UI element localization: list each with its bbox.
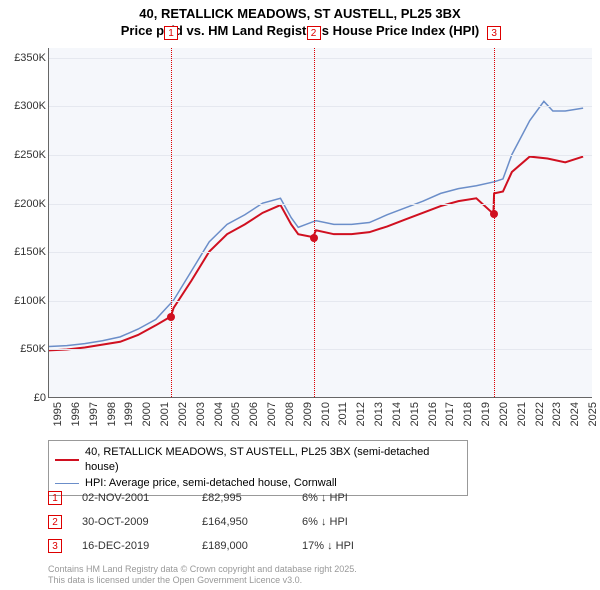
xtick-label: 2006 xyxy=(248,402,260,426)
xtick-label: 2024 xyxy=(569,402,581,426)
sale-date: 02-NOV-2001 xyxy=(82,492,182,504)
sales-row: 1 02-NOV-2001 £82,995 6% ↓ HPI xyxy=(48,486,382,510)
ytick-label: £350K xyxy=(14,52,46,64)
legend-swatch-hpi xyxy=(55,483,79,484)
sale-delta: 17% ↓ HPI xyxy=(302,540,382,552)
attribution-line-1: Contains HM Land Registry data © Crown c… xyxy=(48,564,357,575)
xtick-label: 2002 xyxy=(177,402,189,426)
series-property xyxy=(49,157,583,351)
ytick-label: £250K xyxy=(14,149,46,161)
ytick-label: £0 xyxy=(34,392,46,404)
xtick-label: 1997 xyxy=(88,402,100,426)
sale-marker-badge: 1 xyxy=(164,26,178,40)
xtick-label: 2022 xyxy=(534,402,546,426)
sales-row: 2 30-OCT-2009 £164,950 6% ↓ HPI xyxy=(48,510,382,534)
sale-marker-badge: 2 xyxy=(307,26,321,40)
sale-dot xyxy=(310,234,318,242)
xtick-label: 2018 xyxy=(462,402,474,426)
sale-dot xyxy=(167,313,175,321)
gridline xyxy=(49,155,592,156)
line-svg xyxy=(49,48,592,397)
gridline xyxy=(49,301,592,302)
title-line-2: Price paid vs. HM Land Registry's House … xyxy=(0,23,600,40)
ytick-label: £150K xyxy=(14,246,46,258)
xtick-label: 2020 xyxy=(498,402,510,426)
ytick-label: £50K xyxy=(20,343,46,355)
sale-marker-line xyxy=(494,48,495,397)
xtick-label: 1998 xyxy=(106,402,118,426)
xtick-label: 2007 xyxy=(266,402,278,426)
xtick-label: 1999 xyxy=(123,402,135,426)
xtick-label: 2001 xyxy=(159,402,171,426)
sale-marker-line xyxy=(314,48,315,397)
xtick-label: 1995 xyxy=(52,402,64,426)
xtick-label: 2013 xyxy=(373,402,385,426)
attribution: Contains HM Land Registry data © Crown c… xyxy=(48,564,357,587)
sale-marker-line xyxy=(171,48,172,397)
series-hpi xyxy=(49,101,583,346)
xtick-label: 2023 xyxy=(551,402,563,426)
xtick-label: 2008 xyxy=(284,402,296,426)
gridline xyxy=(49,58,592,59)
xtick-label: 2005 xyxy=(230,402,242,426)
sale-date: 16-DEC-2019 xyxy=(82,540,182,552)
sale-date: 30-OCT-2009 xyxy=(82,516,182,528)
xtick-label: 2021 xyxy=(516,402,528,426)
xtick-label: 1996 xyxy=(70,402,82,426)
xtick-label: 2015 xyxy=(409,402,421,426)
sale-index-badge: 3 xyxy=(48,539,62,553)
title-line-1: 40, RETALLICK MEADOWS, ST AUSTELL, PL25 … xyxy=(0,6,600,23)
sale-delta: 6% ↓ HPI xyxy=(302,516,382,528)
chart-title-block: 40, RETALLICK MEADOWS, ST AUSTELL, PL25 … xyxy=(0,0,600,40)
sale-price: £189,000 xyxy=(202,540,282,552)
sales-row: 3 16-DEC-2019 £189,000 17% ↓ HPI xyxy=(48,534,382,558)
sales-table: 1 02-NOV-2001 £82,995 6% ↓ HPI 2 30-OCT-2009 £… xyxy=(48,486,382,558)
sale-index-badge: 1 xyxy=(48,491,62,505)
attribution-line-2: This data is licensed under the Open Gov… xyxy=(48,575,357,586)
xtick-label: 2000 xyxy=(141,402,153,426)
legend-row-property: 40, RETALLICK MEADOWS, ST AUSTELL, PL25 … xyxy=(55,445,461,476)
gridline xyxy=(49,106,592,107)
chart-container: 40, RETALLICK MEADOWS, ST AUSTELL, PL25 … xyxy=(0,0,600,590)
xtick-label: 2010 xyxy=(320,402,332,426)
xtick-label: 2012 xyxy=(355,402,367,426)
xtick-label: 2009 xyxy=(302,402,314,426)
xtick-label: 2017 xyxy=(444,402,456,426)
sale-price: £82,995 xyxy=(202,492,282,504)
plot-area: 123 xyxy=(48,48,592,398)
sale-dot xyxy=(490,210,498,218)
xtick-label: 2014 xyxy=(391,402,403,426)
xtick-label: 2019 xyxy=(480,402,492,426)
xtick-label: 2011 xyxy=(337,402,349,426)
ytick-label: £300K xyxy=(14,100,46,112)
sale-index-badge: 2 xyxy=(48,515,62,529)
gridline xyxy=(49,252,592,253)
gridline xyxy=(49,204,592,205)
legend-label-property: 40, RETALLICK MEADOWS, ST AUSTELL, PL25 … xyxy=(85,445,461,476)
sale-price: £164,950 xyxy=(202,516,282,528)
ytick-label: £100K xyxy=(14,295,46,307)
sale-delta: 6% ↓ HPI xyxy=(302,492,382,504)
xtick-label: 2003 xyxy=(195,402,207,426)
legend-swatch-property xyxy=(55,459,79,461)
gridline xyxy=(49,349,592,350)
xtick-label: 2025 xyxy=(587,402,599,426)
sale-marker-badge: 3 xyxy=(487,26,501,40)
ytick-label: £200K xyxy=(14,198,46,210)
xtick-label: 2016 xyxy=(427,402,439,426)
xtick-label: 2004 xyxy=(213,402,225,426)
